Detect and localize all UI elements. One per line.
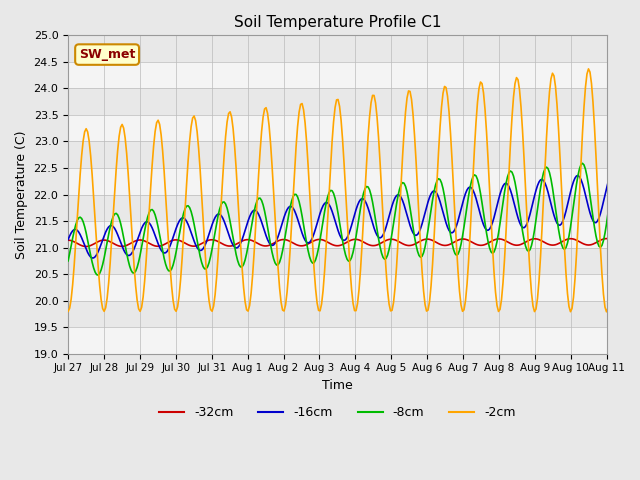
Bar bbox=[68, 62, 607, 88]
Bar bbox=[68, 115, 607, 142]
Bar bbox=[68, 327, 607, 354]
Legend: -32cm, -16cm, -8cm, -2cm: -32cm, -16cm, -8cm, -2cm bbox=[154, 401, 521, 424]
Title: Soil Temperature Profile C1: Soil Temperature Profile C1 bbox=[234, 15, 441, 30]
Y-axis label: Soil Temperature (C): Soil Temperature (C) bbox=[15, 130, 28, 259]
Bar bbox=[68, 274, 607, 300]
Bar bbox=[68, 221, 607, 248]
Text: SW_met: SW_met bbox=[79, 48, 135, 61]
Bar bbox=[68, 168, 607, 194]
X-axis label: Time: Time bbox=[322, 379, 353, 392]
